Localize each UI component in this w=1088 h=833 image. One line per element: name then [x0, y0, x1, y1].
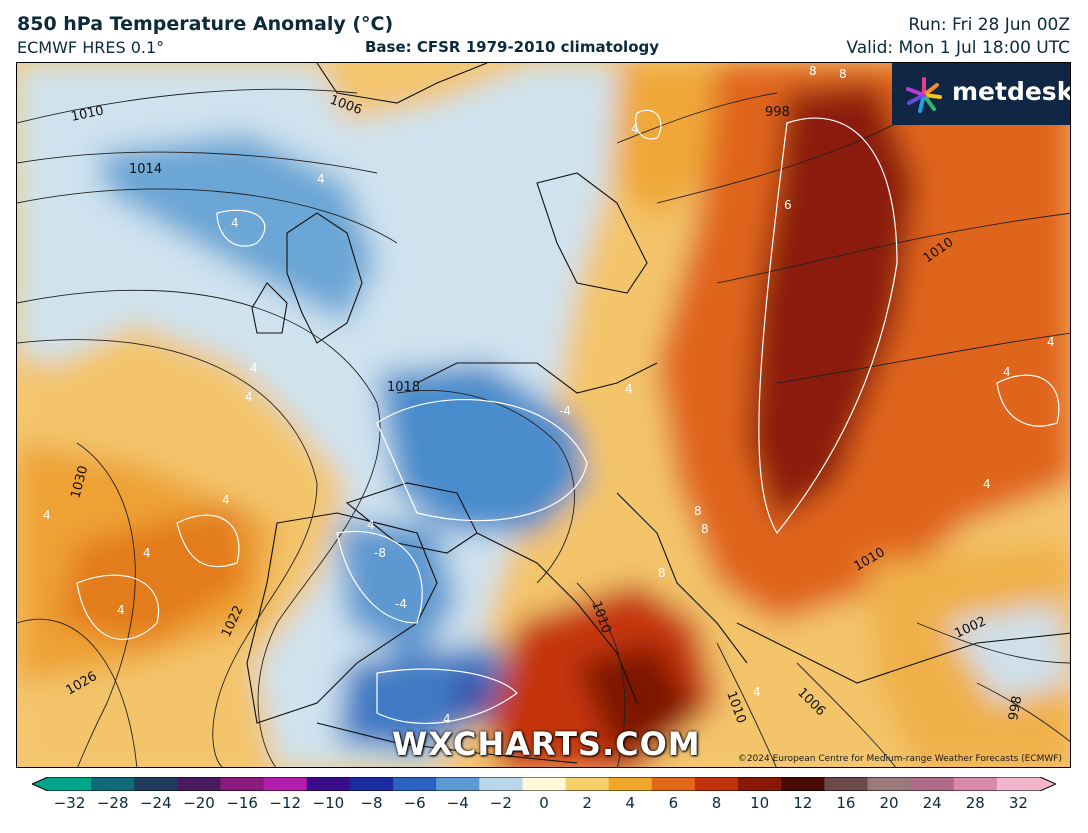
colorbar-segment — [349, 777, 394, 791]
colorbar-tick-label: 24 — [922, 794, 942, 812]
isobar-label: 998 — [1006, 695, 1025, 722]
colorbar-tick-label: 16 — [836, 794, 856, 812]
anomaly-label: 4 — [753, 685, 761, 699]
anomaly-label: 4 — [250, 361, 258, 375]
colorbar-segment — [306, 777, 351, 791]
colorbar-segment — [867, 777, 912, 791]
colorbar — [32, 777, 1056, 791]
colorbar-tick-label: 6 — [668, 794, 679, 812]
climatology-base-label: Base: CFSR 1979-2010 climatology — [365, 38, 660, 56]
colorbar-tick-label: 4 — [625, 794, 636, 812]
anomaly-label: -4 — [395, 597, 407, 611]
colorbar-segment — [134, 777, 178, 791]
colorbar-tick-label: 28 — [965, 794, 985, 812]
colorbar-segment — [910, 777, 955, 791]
colorbar-segment — [738, 777, 782, 791]
coastlines — [246, 63, 1070, 764]
anomaly-label: -4 — [559, 404, 571, 418]
colorbar-tick-label: 20 — [879, 794, 899, 812]
colorbar-segment — [694, 777, 739, 791]
anomaly-label: 4 — [117, 603, 125, 617]
anomaly-label: 4 — [245, 390, 253, 404]
colorbar-tick-label: 12 — [793, 794, 813, 812]
isobar-label: 1010 — [70, 103, 105, 125]
colorbar-tick-label: −20 — [183, 794, 215, 812]
anomaly-label: 4 — [625, 382, 633, 396]
colorbar-segment — [91, 777, 135, 791]
logo-text: metdesk — [952, 77, 1071, 106]
colorbar-tick-label: −8 — [360, 794, 383, 812]
valid-time-label: Valid: Mon 1 Jul 18:00 UTC — [846, 38, 1070, 58]
colorbar-tick-label: −16 — [226, 794, 258, 812]
colorbar-max-extension — [1040, 777, 1056, 791]
colorbar-segment — [522, 777, 567, 791]
colorbar-tick-label: 0 — [539, 794, 549, 812]
anomaly-labels: 4 4 8 8 4 6 4 4 4 4 4 -8 -4 4 4 4 8 8 8 … — [43, 64, 1055, 726]
anomaly-field — [17, 63, 1070, 767]
anomaly-label: 4 — [983, 477, 991, 491]
chart-title: 850 hPa Temperature Anomaly (°C) — [17, 13, 394, 35]
colorbar-segment — [608, 777, 653, 791]
anomaly-label: 4 — [222, 493, 230, 507]
colorbar-tick-label: −12 — [269, 794, 302, 812]
colorbar-segment — [263, 777, 308, 791]
anomaly-label: 4 — [143, 546, 151, 560]
colorbar-tick-label: −4 — [446, 794, 469, 812]
anomaly-label: 8 — [809, 64, 817, 78]
colorbar-segment — [996, 777, 1041, 791]
colorbar-segment — [220, 777, 265, 791]
anomaly-label: 4 — [443, 712, 451, 726]
colorbar-segment — [953, 777, 998, 791]
anomaly-label: 4 — [631, 122, 639, 136]
colorbar-tick-label: 32 — [1008, 794, 1028, 812]
colorbar-segment — [781, 777, 825, 791]
anomaly-label: 8 — [701, 522, 709, 536]
anomaly-label: 4 — [317, 172, 325, 186]
anomaly-label: 8 — [658, 566, 666, 580]
anomaly-label: 4 — [231, 216, 239, 230]
map-canvas: 1010 1006 1014 998 1010 1018 1030 1022 1… — [17, 63, 1070, 767]
colorbar-tick-label: −2 — [489, 794, 512, 812]
colorbar-segment — [436, 777, 480, 791]
anomaly-label: 4 — [43, 508, 51, 522]
colorbar-min-extension — [32, 777, 48, 791]
metdesk-flower-icon — [906, 77, 942, 113]
model-label: ECMWF HRES 0.1° — [17, 38, 165, 57]
anomaly-label: 8 — [694, 504, 702, 518]
isobar-label: 998 — [765, 105, 790, 120]
anomaly-label: 6 — [784, 198, 792, 212]
colorbar-segment — [393, 777, 437, 791]
colorbar-tick-label: −32 — [53, 794, 86, 812]
colorbar-tick-label: 8 — [711, 794, 722, 812]
anomaly-contours — [76, 109, 1060, 724]
isobar-label: 1014 — [129, 162, 162, 177]
colorbar-ticks: −32 −28 −24 −20 −16 −12 −10 −8 −6 −4 −2 0 2 4 6 8 10 12 16… — [0, 794, 1088, 824]
anomaly-map: 1010 1006 1014 998 1010 1018 1030 1022 1… — [16, 62, 1071, 768]
colorbar-segment — [651, 777, 696, 791]
colorbar-tick-label: −28 — [96, 794, 129, 812]
colorbar-segment — [824, 777, 869, 791]
colorbar-segment — [565, 777, 610, 791]
colorbar-tick-label: −24 — [139, 794, 172, 812]
colorbar-tick-label: −6 — [403, 794, 426, 812]
colorbar-tick-label: 2 — [582, 794, 592, 812]
colorbar-tick-label: 10 — [750, 794, 770, 812]
anomaly-label: 4 — [1047, 335, 1055, 349]
anomaly-label: 4 — [1003, 365, 1011, 379]
copyright-notice: ©2024 European Centre for Medium-range W… — [737, 754, 1062, 764]
colorbar-tick-label: −10 — [312, 794, 345, 812]
run-time-label: Run: Fri 28 Jun 00Z — [908, 15, 1070, 35]
isobar-label: 1018 — [387, 380, 420, 395]
isobars — [17, 88, 1070, 767]
anomaly-label: 4 — [367, 518, 375, 532]
colorbar-segment — [177, 777, 222, 791]
metdesk-logo: metdesk — [892, 63, 1070, 125]
anomaly-label: 8 — [839, 67, 847, 81]
colorbar-segment — [48, 777, 92, 791]
anomaly-label: -8 — [374, 546, 386, 560]
wxcharts-watermark: WXCHARTS.COM — [392, 725, 701, 763]
colorbar-segment — [479, 777, 524, 791]
